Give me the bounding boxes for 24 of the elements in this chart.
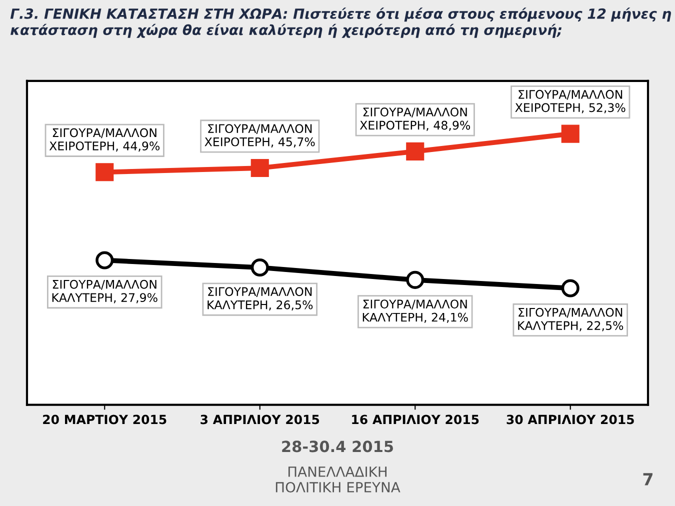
data-label: ΣΙΓΟΥΡΑ/ΜΑΛΛΟΝ ΚΑΛΥΤΕΡΗ, 26,5% (208, 287, 313, 310)
x-tick-label: 3 ΑΠΡΙΛΙΟΥ 2015 (200, 414, 320, 424)
x-tick-label: 20 ΜΑΡΤΙΟΥ 2015 (43, 414, 166, 424)
data-label: ΣΙΓΟΥΡΑ/ΜΑΛΛΟΝ ΧΕΙΡΟΤΕΡΗ, 48,9% (360, 108, 470, 131)
text: ΠΑΝΕΛΛΑΔΙΚΗ ΠΟΛΙΤΙΚΗ ΕΡΕΥΝΑ (276, 466, 400, 493)
data-label: ΣΙΓΟΥΡΑ/ΜΑΛΛΟΝ ΚΑΛΥΤΕΡΗ, 27,9% (52, 280, 158, 304)
point (406, 142, 424, 160)
chart-title: Γ.3. ΓΕΝΙΚΗ ΚΑΤΑΣΤΑΣΗ ΣΤΗ ΧΩΡΑ: Πιστεύετε ότι μέσα στους επόμενους 12 μήνες η κατάσταση στη χώρα θα είναι καλύτερη ή χειρότερη από τη σημερινή; (10, 8, 672, 38)
data-label: ΣΙΓΟΥΡΑ/ΜΑΛΛΟΝ ΧΕΙΡΟΤΕΡΗ, 44,9% (49, 128, 160, 152)
point (406, 270, 424, 289)
text: 28-30.4 2015 (282, 440, 394, 452)
point (561, 124, 580, 143)
point (96, 251, 114, 270)
point (561, 279, 580, 298)
point (250, 258, 269, 277)
data-label: ΣΙΓΟΥΡΑ/ΜΑΛΛΟΝ ΚΑΛΥΤΕΡΗ, 22,5% (518, 308, 624, 332)
data-label: ΣΙΓΟΥΡΑ/ΜΑΛΛΟΝ ΚΑΛΥΤΕΡΗ, 24,1% (362, 300, 468, 323)
x-tick-label: 16 ΑΠΡΙΛΙΟΥ 2015 (352, 414, 479, 424)
text: 7 (643, 473, 652, 486)
point (96, 163, 114, 182)
point (250, 158, 269, 178)
x-tick-label: 30 ΑΠΡΙΛΙΟΥ 2015 (506, 414, 634, 424)
data-label: ΣΙΓΟΥΡΑ/ΜΑΛΛΟΝ ΧΕΙΡΟΤΕΡΗ, 52,3% (515, 90, 626, 114)
data-label: ΣΙΓΟΥΡΑ/ΜΑΛΛΟΝ ΧΕΙΡΟΤΕΡΗ, 45,7% (204, 124, 315, 148)
